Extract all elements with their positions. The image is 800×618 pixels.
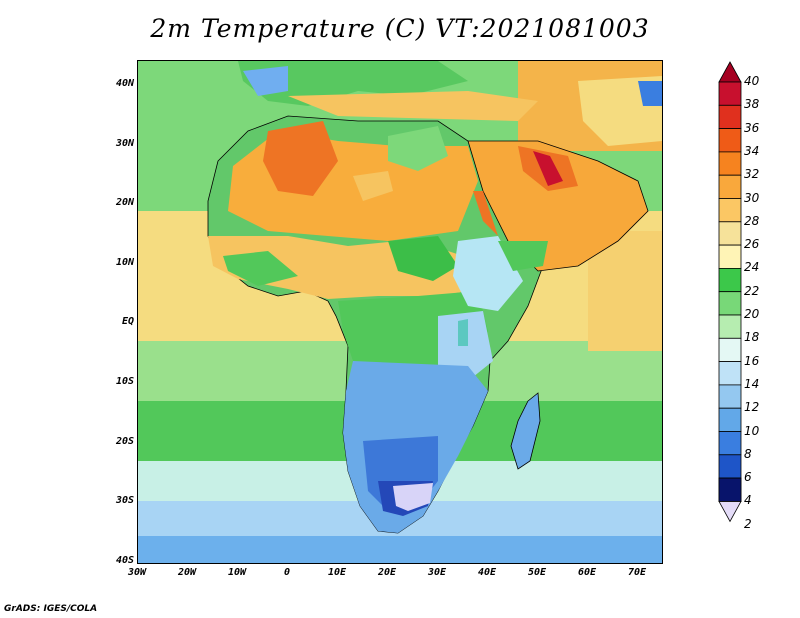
lon-label: 30W [127, 567, 147, 578]
colorbar-segment [718, 81, 742, 106]
lat-label: 40S [115, 554, 134, 566]
colorbar-label: 8 [744, 446, 752, 461]
colorbar-label: 14 [744, 376, 760, 391]
colorbar-label: 10 [744, 423, 760, 438]
colorbar-segment [718, 384, 742, 409]
colorbar-label: 16 [744, 353, 760, 368]
lat-label: 30N [115, 137, 134, 149]
colorbar-label: 34 [744, 143, 760, 158]
lon-label: 40E [477, 567, 497, 578]
credit-text: GrADS: IGES/COLA [4, 604, 98, 614]
colorbar-segment [718, 291, 742, 316]
lat-label: 30S [115, 495, 134, 507]
lat-label: 10S [115, 376, 134, 387]
lon-label: 50E [527, 567, 547, 578]
colorbar-segment [718, 198, 742, 223]
iberia-cool [243, 66, 288, 96]
temperature-map [137, 60, 663, 564]
lon-label: 30E [427, 567, 447, 578]
colorbar-segment [718, 431, 742, 456]
arabian-peninsula [467, 140, 649, 272]
colorbar-segment [718, 267, 742, 293]
colorbar-segment [718, 104, 742, 129]
colorbar-segment [718, 361, 742, 386]
colorbar-label: 30 [744, 190, 760, 205]
chad-green [388, 236, 458, 281]
lon-label: 0 [283, 567, 291, 578]
lat-label: 40N [115, 78, 134, 89]
lon-label: 10W [227, 567, 247, 578]
colorbar-label: 32 [744, 167, 760, 182]
map-title: 2m Temperature (C) VT:2021081003 [150, 14, 650, 43]
map-canvas [138, 61, 662, 563]
colorbar-segment [718, 174, 742, 199]
sahara-patch [353, 171, 393, 201]
lat-label: 20N [115, 197, 134, 209]
lon-label: 20E [377, 567, 397, 578]
colorbar-segment [718, 221, 742, 246]
colorbar-label: 36 [744, 120, 760, 135]
lesotho-coldest [393, 483, 433, 511]
colorbar-label: 22 [744, 283, 760, 298]
lat-label: 10N [115, 256, 134, 268]
colorbar-label: 26 [744, 237, 760, 252]
algeria-hottest [263, 121, 338, 196]
colorbar-label: 6 [744, 470, 752, 485]
lon-label: 60E [577, 567, 597, 578]
colorbar-label: 20 [744, 307, 760, 321]
colorbar-label: 4 [744, 493, 752, 508]
colorbar-label: 2 [744, 516, 752, 531]
lon-label: 10E [327, 567, 347, 578]
lon-label: 70E [627, 567, 647, 578]
lat-label: EQ [121, 316, 134, 328]
colorbar [718, 61, 742, 523]
lat-label: 20S [115, 435, 134, 447]
colorbar-segment [718, 128, 742, 153]
colorbar-label: 18 [744, 330, 760, 345]
colorbar-bottom-arrow [718, 500, 742, 523]
lon-label: 20W [177, 567, 197, 578]
mediterranean [288, 91, 538, 121]
colorbar-top-arrow [718, 61, 742, 83]
iran-mountains-cold [638, 81, 662, 106]
west-africa-green [223, 251, 298, 286]
colorbar-segment [718, 407, 742, 432]
colorbar-label: 24 [744, 260, 760, 275]
red-sea-hot [473, 191, 498, 236]
yemen-green [498, 241, 548, 271]
colorbar-segment [718, 337, 742, 362]
lake-victoria [458, 319, 468, 346]
southern-coldest-band [138, 536, 662, 563]
colorbar-segment [718, 477, 742, 502]
colorbar-label: 38 [744, 97, 760, 112]
colorbar-segment [718, 244, 742, 269]
madagascar [510, 392, 541, 470]
colorbar-segment [718, 454, 742, 479]
colorbar-label: 12 [744, 400, 760, 415]
colorbar-segment [718, 151, 742, 176]
gulf-hottest [533, 151, 563, 186]
egypt-cool [388, 126, 448, 171]
colorbar-label: 40 [744, 74, 760, 88]
colorbar-segment [718, 314, 742, 339]
colorbar-label: 28 [744, 213, 760, 228]
